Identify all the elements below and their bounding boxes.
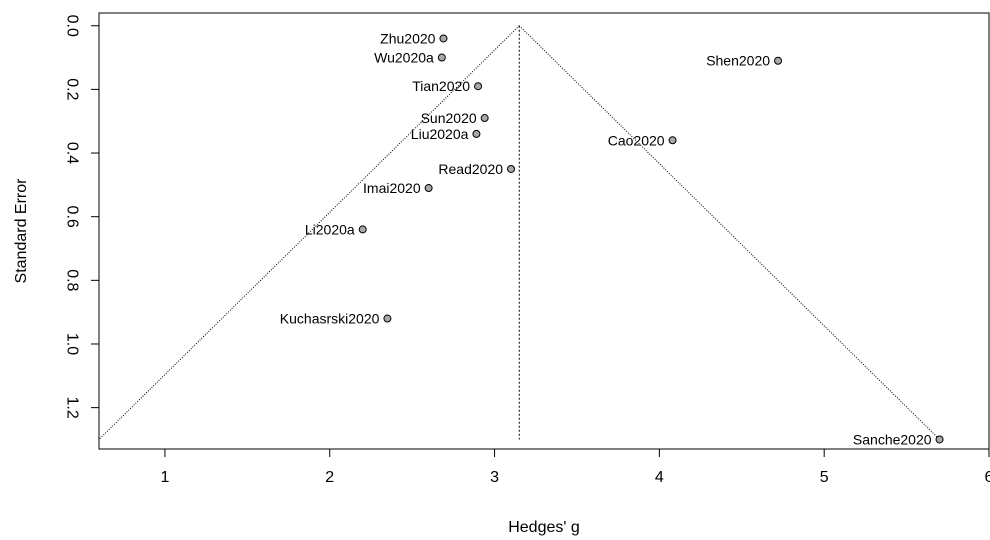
point-label: Zhu2020 bbox=[380, 30, 435, 46]
data-point bbox=[774, 56, 783, 65]
y-axis: 0.0 0.2 0.4 0.6 0.8 1.0 1.2 bbox=[64, 15, 100, 419]
point-label: Imai2020 bbox=[363, 180, 421, 196]
y-tick-label: 0.4 bbox=[64, 142, 81, 164]
funnel-right-line bbox=[518, 25, 940, 440]
point-label: Liu2020a bbox=[411, 126, 469, 142]
data-point bbox=[472, 129, 481, 138]
data-point bbox=[507, 164, 516, 173]
plot-area-border bbox=[98, 12, 990, 450]
y-tick-label: 0.0 bbox=[64, 15, 81, 37]
y-tick-label: 0.8 bbox=[64, 269, 81, 291]
data-points bbox=[358, 34, 944, 444]
point-label: Kuchasrski2020 bbox=[280, 311, 380, 327]
x-tick-label: 3 bbox=[490, 469, 499, 486]
point-label: Cao2020 bbox=[608, 132, 665, 148]
data-point bbox=[439, 34, 448, 43]
funnel-lines bbox=[98, 25, 940, 440]
point-label: Wu2020a bbox=[374, 50, 434, 66]
point-label: Tian2020 bbox=[412, 78, 470, 94]
x-axis-title: Hedges' g bbox=[508, 519, 580, 536]
y-tick-label: 1.0 bbox=[64, 333, 81, 355]
y-tick-label: 0.6 bbox=[64, 206, 81, 228]
y-axis-title: Standard Error bbox=[13, 178, 30, 284]
y-tick-label: 0.2 bbox=[64, 78, 81, 100]
data-point bbox=[424, 184, 433, 193]
point-label: Sanche2020 bbox=[853, 431, 932, 447]
point-label: Read2020 bbox=[438, 161, 503, 177]
data-point bbox=[668, 136, 677, 145]
x-tick-label: 6 bbox=[985, 469, 990, 486]
data-point bbox=[474, 82, 483, 91]
x-tick-label: 4 bbox=[655, 469, 664, 486]
data-point bbox=[358, 225, 367, 234]
point-labels: Zhu2020 Wu2020a Shen2020 Tian2020 Sun2020Liu… bbox=[280, 30, 932, 447]
x-tick-label: 1 bbox=[160, 469, 169, 486]
funnel-left-line bbox=[98, 25, 520, 440]
point-label: Li2020a bbox=[305, 221, 355, 237]
x-tick-label: 5 bbox=[820, 469, 829, 486]
point-label: Sun2020 bbox=[421, 110, 477, 126]
x-axis: 1 2 3 4 5 6 bbox=[160, 448, 990, 486]
data-point bbox=[437, 53, 446, 62]
x-tick-label: 2 bbox=[325, 469, 334, 486]
y-tick-label: 1.2 bbox=[64, 397, 81, 419]
data-point bbox=[480, 114, 489, 123]
data-point bbox=[383, 314, 392, 323]
data-point bbox=[935, 435, 944, 444]
point-label: Shen2020 bbox=[706, 53, 770, 69]
